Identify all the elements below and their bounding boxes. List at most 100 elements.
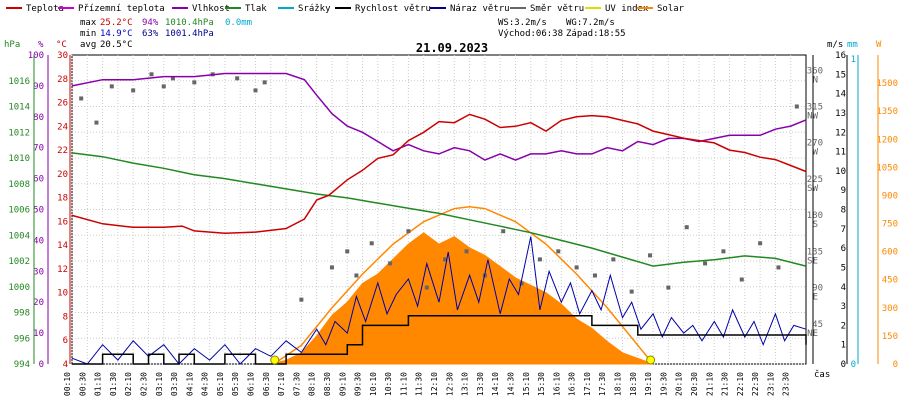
x-axis-tick: 23:30 [782,372,791,396]
wind-direction-point [611,257,616,262]
pressure-axis-tick: 1012 [8,128,30,138]
x-axis-tick: 19:30 [659,372,668,396]
solar-axis-tick: 0 [893,360,898,370]
x-axis-tick: 07:30 [292,372,301,396]
temperature-axis-tick: 8 [63,312,68,322]
humidity-axis-tick: 50 [33,206,44,216]
stats-min-press: 1001.4hPa [165,29,214,39]
solar-axis-tick: 1500 [876,79,898,89]
stats-max-hum: 94% [142,18,159,28]
wind-direction-point [794,104,799,109]
wind-direction-point [79,96,84,101]
x-axis-tick: 03:10 [155,372,164,396]
temperature-axis-tick: 10 [57,289,68,299]
stats-sunrise: Východ:06:38 [498,29,563,39]
direction-axis-tick: 225 [807,175,823,185]
stats-avg-label: avg [80,40,96,50]
direction-axis-tick: 360 [807,66,823,76]
direction-axis-tick: 45 [812,320,823,330]
pressure-axis-tick: 1004 [8,231,30,241]
solar-theoretical-line [273,205,654,365]
solar-axis-tick: 300 [882,304,898,314]
solar-axis-tick: 900 [882,191,898,201]
wind-direction-point [235,76,240,81]
temperature-axis-tick: 24 [57,122,68,132]
unit-ms: m/s [827,40,843,50]
x-axis-tick: 12:10 [430,372,439,396]
wind-axis-tick: 4 [841,283,846,293]
temperature-axis-tick: 28 [57,75,68,85]
wind-direction-point [592,273,597,278]
temperature-axis-tick: 4 [63,360,68,370]
legend-label: Tlak [245,4,267,14]
unit-mm: mm [847,40,858,50]
wind-direction-point [406,229,411,234]
humidity-axis-tick: 0 [39,360,44,370]
wind-axis-tick: 3 [841,302,846,312]
wind-direction-point [424,285,429,290]
x-axis-tick: 02:30 [139,372,148,396]
wind-axis-tick: 15 [835,70,846,80]
x-axis-tick: 19:10 [644,372,653,396]
sun-marker [270,355,280,365]
wind-axis-tick: 0 [841,360,846,370]
wind-direction-point [170,76,175,81]
x-axis-tick: 02:10 [124,372,133,396]
axes: 9949969981000100210041006100810101012101… [8,51,898,396]
x-axis-tick: 05:10 [216,372,225,396]
pressure-axis-tick: 1002 [8,257,30,267]
x-axis-tick: 05:30 [231,372,240,396]
direction-axis-tick: 135 [807,247,823,257]
temperature-axis-tick: 30 [57,51,68,61]
solar-axis-tick: 1050 [876,163,898,173]
x-axis-tick: 21:30 [721,372,730,396]
unit-pct: % [38,40,44,50]
direction-axis-tick: 270 [807,139,823,149]
wind-direction-point [648,253,653,258]
x-axis-tick: 01:10 [94,372,103,396]
legend-label: Rychlost větru [355,4,431,14]
x-axis-tick: 22:30 [751,372,760,396]
unit-degc: °C [56,40,67,50]
x-axis-tick: 03:30 [170,372,179,396]
direction-axis-label: S [813,220,818,230]
wind-direction-point [329,265,334,270]
stats-min-hum: 63% [142,29,159,39]
pressure-axis-tick: 1014 [8,103,30,113]
x-axis-tick: 00:30 [78,372,87,396]
solar-axis-tick: 450 [882,276,898,286]
stats-panel: max 25.2°C 94% 1010.4hPa 0.0mm min 14.9°… [80,18,626,50]
wind-direction-point [299,297,304,302]
humidity-axis-tick: 70 [33,144,44,154]
wind-direction-point [519,281,524,286]
wind-axis-tick: 6 [841,244,846,254]
x-axis-tick: 11:30 [415,372,424,396]
wind-axis-tick: 7 [841,225,846,235]
unit-cas: čas [814,369,830,380]
wind-direction-point [666,285,671,290]
wind-direction-point [443,257,448,262]
stats-sunset: Západ:18:55 [566,29,626,39]
wind-direction-point [149,72,154,77]
pressure-axis-tick: 1008 [8,180,30,190]
temperature-axis-tick: 20 [57,170,68,180]
sun-marker [646,355,656,365]
legend-label: UV index [605,4,649,14]
x-axis-tick: 07:10 [277,372,286,396]
x-axis-tick: 16:10 [552,372,561,396]
stats-min-temp: 14.9°C [100,29,133,39]
wind-direction-point [776,265,781,270]
solar-axis-tick: 150 [882,332,898,342]
x-axis-tick: 11:10 [399,372,408,396]
humidity-axis-tick: 30 [33,267,44,277]
rain-axis-tick: 1 [851,55,856,65]
wind-direction-point [109,84,114,89]
wind-axis-tick: 1 [841,341,846,351]
wind-direction-point [721,249,726,254]
wind-direction-point [253,88,258,93]
x-axis-tick: 18:30 [629,372,638,396]
pressure-line [71,152,807,267]
rain-axis-tick: 0 [851,360,856,370]
wind-axis-tick: 14 [835,90,846,100]
legend: Teplota Přízemní teplota Vlhkost Tlak Srážky… [6,4,685,14]
